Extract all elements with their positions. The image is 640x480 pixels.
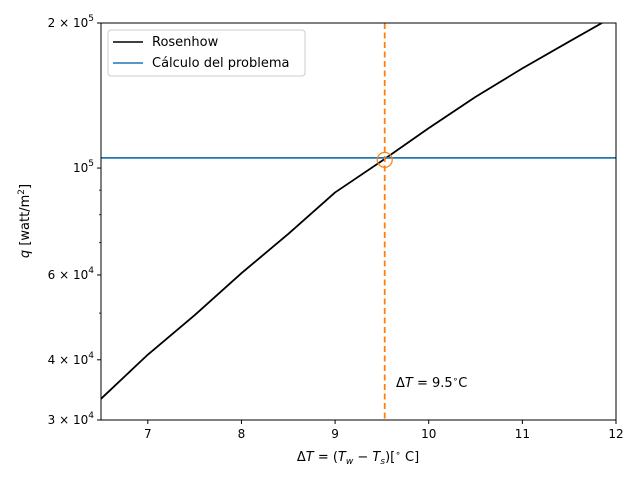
legend-label-rosenhow: Rosenhow <box>152 35 219 50</box>
legend-label-calculo: Cálculo del problema <box>152 56 290 71</box>
legend-box <box>107 29 306 77</box>
y-tick-label-200000: 2 × 105 <box>48 14 94 30</box>
axes-frame <box>100 22 617 421</box>
y-tick-label-100000: 105 <box>73 159 94 175</box>
delta-t-annotation: ΔT = 9.5∘C <box>396 375 467 391</box>
x-tick-label-10: 10 <box>421 427 436 441</box>
x-axis-label: ΔT = (Tw − Ts)[∘ C] <box>297 449 419 467</box>
x-tick-label-7: 7 <box>144 427 152 441</box>
axes: 7 8 9 10 11 12 3 × 104 4 × 104 6 × 104 105 2 × 105 <box>48 14 624 441</box>
x-tick-label-9: 9 <box>331 427 339 441</box>
x-tick-label-8: 8 <box>238 427 246 441</box>
y-axis-label: q [watt/m2] <box>17 184 33 258</box>
y-tick-label-60000: 6 × 104 <box>48 266 95 282</box>
y-tick-label-40000: 4 × 104 <box>48 351 95 367</box>
intersection-marker <box>376 151 393 168</box>
y-tick-label-30000: 3 × 104 <box>48 411 95 427</box>
plot-area: ΔT = 9.5∘C <box>101 23 616 420</box>
x-tick-label-12: 12 <box>608 427 623 441</box>
series-line-rosenhow <box>101 23 603 400</box>
legend: Rosenhow Cálculo del problema <box>107 29 306 77</box>
x-tick-label-11: 11 <box>515 427 530 441</box>
plot-series-group <box>101 23 616 420</box>
